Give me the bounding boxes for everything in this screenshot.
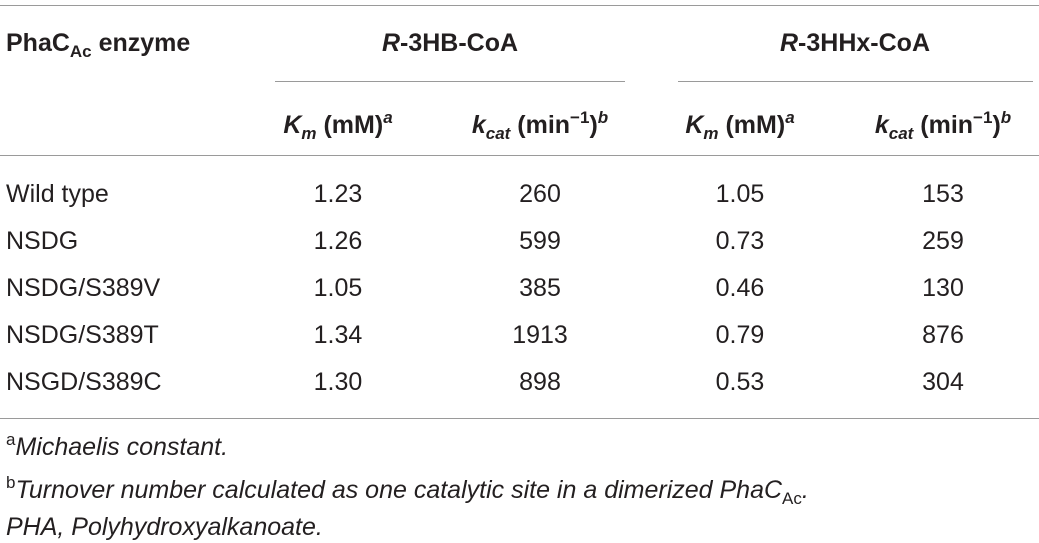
column-header: Km (mM)a (228, 108, 448, 143)
row-label: NSDG/S389T (6, 321, 159, 349)
footnote-ref: a (785, 108, 795, 127)
cell-value: 259 (922, 227, 964, 255)
symbol: k (874, 111, 889, 139)
cell-value: 1.05 (313, 274, 363, 302)
symbol-subscript: m (703, 124, 719, 143)
cell-value: 876 (922, 321, 964, 349)
header-rule (0, 155, 1039, 156)
symbol-subscript: m (301, 124, 317, 143)
group-text: -3HHx-CoA (798, 29, 930, 57)
cell-value: 0.73 (715, 227, 765, 255)
cell-value: 1.26 (313, 227, 363, 255)
header-subscript: Ac (69, 42, 92, 61)
header-text: enzyme (91, 29, 191, 57)
column-header: kcat (min−1)b (833, 108, 1039, 143)
cell-value: 260 (519, 180, 561, 208)
group-header: R-3HHx-CoA (745, 28, 965, 58)
group-italic: R (381, 29, 400, 57)
column-header: Km (mM)a (630, 108, 850, 143)
cell-value: 153 (922, 180, 964, 208)
symbol: K (685, 111, 704, 139)
symbol: K (283, 111, 302, 139)
footnote: aMichaelis constant. (6, 430, 229, 462)
cell-value: 599 (519, 227, 561, 255)
cell-value: 1913 (512, 321, 568, 349)
group-text: -3HB-CoA (400, 29, 519, 57)
cell-value: 1.34 (313, 321, 363, 349)
unit-exponent: −1 (570, 108, 590, 127)
cell-value: 304 (922, 368, 964, 396)
cell-value: 0.79 (715, 321, 765, 349)
abbreviation: PHA, Polyhydroxyalkanoate. (6, 512, 323, 542)
bottom-rule (0, 418, 1039, 419)
group-header: R-3HB-CoA (340, 28, 560, 58)
footnote: bTurnover number calculated as one catal… (6, 473, 809, 508)
symbol-subscript: cat (485, 124, 511, 143)
group-italic: R (779, 29, 799, 57)
footnote-text: Turnover number calculated as one cataly… (15, 476, 783, 504)
unit: ) (589, 111, 598, 139)
symbol: k (471, 111, 486, 139)
unit: (mM) (316, 111, 384, 139)
row-label: NSDG (6, 227, 79, 255)
footnote-ref: a (383, 108, 393, 127)
group-rule (678, 81, 1033, 82)
top-rule (0, 5, 1039, 6)
first-column-header: PhaCAc enzyme (6, 28, 191, 61)
unit: (mM) (718, 111, 786, 139)
cell-value: 0.53 (715, 368, 765, 396)
footnote-ref: b (597, 108, 609, 127)
footnote-mark: a (6, 430, 16, 449)
cell-value: 0.46 (715, 274, 765, 302)
row-label: Wild type (6, 180, 109, 208)
row-label: NSDG/S389V (6, 274, 161, 302)
group-rule (275, 81, 625, 82)
header-text: PhaC (6, 29, 70, 57)
column-header: kcat (min−1)b (430, 108, 650, 143)
cell-value: 130 (922, 274, 964, 302)
unit-exponent: −1 (973, 108, 993, 127)
cell-value: 898 (519, 368, 561, 396)
abbreviation-text: PHA, Polyhydroxyalkanoate. (6, 513, 323, 541)
cell-value: 1.05 (715, 180, 765, 208)
unit: (min (913, 111, 974, 139)
footnote-ref: b (1000, 108, 1012, 127)
symbol-subscript: cat (888, 124, 914, 143)
cell-value: 1.23 (313, 180, 363, 208)
footnote-subscript: Ac (782, 489, 802, 508)
footnote-mark: b (6, 473, 16, 492)
row-label: NSGD/S389C (6, 368, 162, 396)
footnote-text: Michaelis constant. (15, 433, 229, 461)
footnote-text: . (801, 476, 809, 504)
unit: (min (510, 111, 571, 139)
cell-value: 1.30 (313, 368, 363, 396)
unit: ) (992, 111, 1001, 139)
cell-value: 385 (519, 274, 561, 302)
